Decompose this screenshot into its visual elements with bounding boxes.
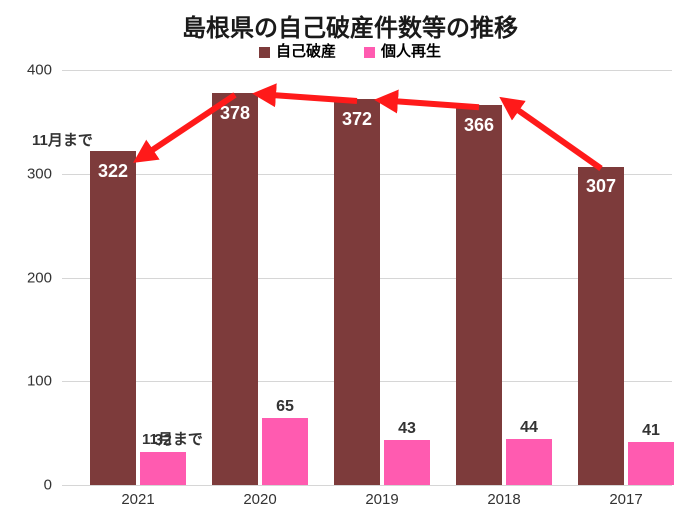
legend: 自己破産 個人再生: [0, 40, 700, 61]
arrow: [514, 107, 601, 168]
x-tick-label: 2018: [487, 491, 520, 508]
bar: [628, 442, 674, 485]
x-tick-label: 2021: [121, 491, 154, 508]
bar: [334, 99, 380, 485]
plot-area: 322323786537243366443074111月まで11月まで: [62, 70, 672, 485]
bar: [506, 439, 552, 485]
y-tick-label: 0: [12, 477, 52, 494]
bar-value-label: 366: [464, 115, 494, 136]
grid-line: [62, 485, 672, 486]
y-tick-label: 100: [12, 373, 52, 390]
legend-label: 個人再生: [381, 43, 441, 60]
y-tick-label: 300: [12, 165, 52, 182]
annotation: 11月まで: [32, 129, 93, 150]
grid-line: [62, 70, 672, 71]
legend-item: 個人再生: [364, 40, 441, 61]
bar-value-label: 372: [342, 109, 372, 130]
x-tick-label: 2019: [365, 491, 398, 508]
bar-value-label: 307: [586, 176, 616, 197]
x-tick-label: 2017: [609, 491, 642, 508]
bar: [578, 167, 624, 486]
bar-value-label: 65: [276, 398, 294, 416]
legend-swatch: [259, 47, 270, 58]
bar-value-label: 41: [642, 422, 660, 440]
bar: [262, 418, 308, 485]
bar: [90, 151, 136, 485]
y-tick-label: 400: [12, 62, 52, 79]
bar-value-label: 378: [220, 103, 250, 124]
legend-swatch: [364, 47, 375, 58]
legend-item: 自己破産: [259, 40, 336, 61]
bar: [212, 93, 258, 485]
legend-label: 自己破産: [276, 43, 336, 60]
chart-container: 島根県の自己破産件数等の推移 自己破産個人再生 3223237865372433…: [0, 0, 700, 525]
bar: [384, 440, 430, 485]
y-tick-label: 200: [12, 269, 52, 286]
bar-value-label: 44: [520, 419, 538, 437]
bar-value-label: 43: [398, 420, 416, 438]
bar: [456, 105, 502, 485]
annotation: 11月まで: [142, 428, 203, 449]
bar: [140, 452, 186, 485]
x-tick-label: 2020: [243, 491, 276, 508]
bar-value-label: 322: [98, 161, 128, 182]
chart-title: 島根県の自己破産件数等の推移: [0, 8, 700, 43]
